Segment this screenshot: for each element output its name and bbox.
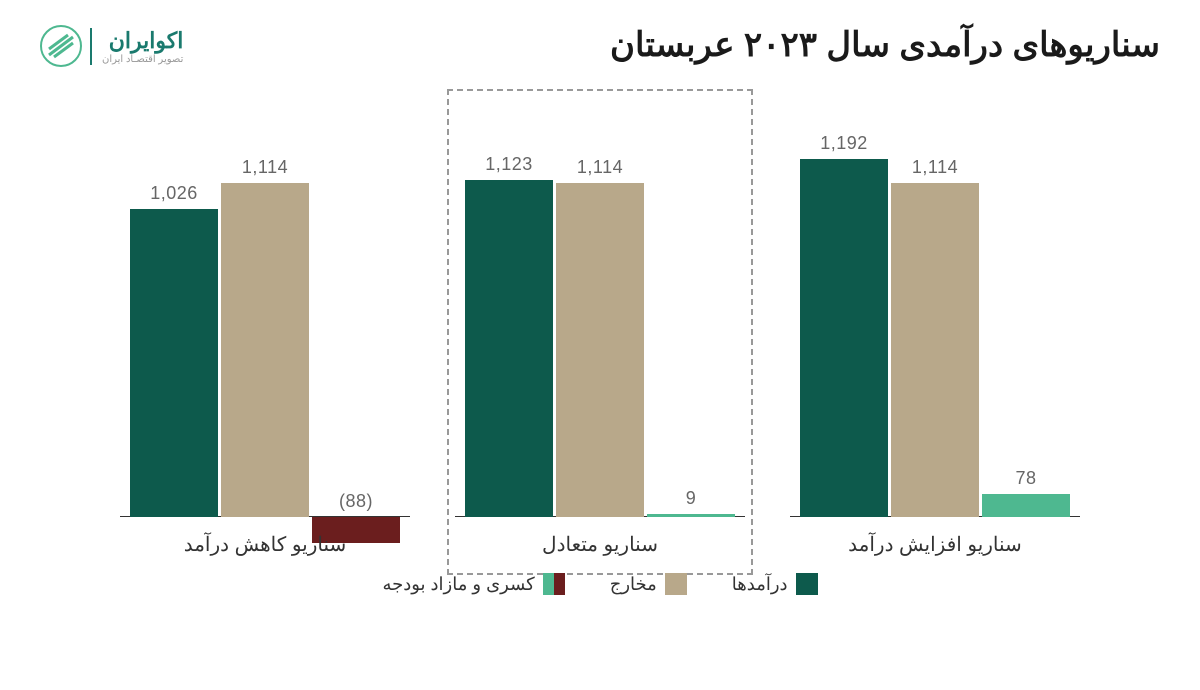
bar-value-label: 1,192 bbox=[820, 133, 868, 154]
legend-item: مخارج bbox=[610, 573, 687, 595]
group-label: سناریو کاهش درآمد bbox=[120, 532, 410, 557]
bar-value-label: 1,114 bbox=[577, 157, 623, 178]
logo-sub-text: تصویر اقتصـاد ایران bbox=[102, 54, 183, 65]
bar-wrap: 1,114 bbox=[891, 183, 979, 517]
brand-logo: اکوایران تصویر اقتصـاد ایران bbox=[40, 25, 183, 67]
bars-container: 1,1921,11478 bbox=[790, 117, 1080, 517]
legend-item: کسری و مازاد بودجه bbox=[382, 573, 564, 595]
bar-expense bbox=[891, 183, 979, 517]
bar-wrap: 1,123 bbox=[465, 180, 553, 517]
legend-label: درآمدها bbox=[732, 574, 788, 595]
bar-value-label: 1,114 bbox=[912, 157, 958, 178]
bar-value-label: 78 bbox=[1015, 468, 1036, 489]
legend-label: کسری و مازاد بودجه bbox=[382, 574, 534, 595]
bar-balance bbox=[982, 494, 1070, 517]
group-label: سناریو متعادل bbox=[455, 532, 745, 557]
legend-swatch bbox=[543, 573, 565, 595]
bar-balance bbox=[647, 514, 735, 517]
group-increase: 1,1921,11478سناریو افزایش درآمد bbox=[790, 117, 1080, 517]
chart-title: سناریوهای درآمدی سال ۲۰۲۳ عربستان bbox=[610, 25, 1160, 65]
group-label: سناریو افزایش درآمد bbox=[790, 532, 1080, 557]
bar-wrap: 1,026 bbox=[130, 209, 218, 517]
bar-expense bbox=[556, 183, 644, 517]
bar-value-label: 9 bbox=[686, 488, 697, 509]
legend: درآمدها مخارج کسری و مازاد بودجه bbox=[0, 573, 1200, 595]
bar-wrap: 1,114 bbox=[556, 183, 644, 517]
logo-main-text: اکوایران bbox=[102, 28, 183, 54]
bar-value-label: (88) bbox=[339, 491, 373, 512]
bar-revenue bbox=[130, 209, 218, 517]
bar-value-label: 1,114 bbox=[242, 157, 288, 178]
bar-revenue bbox=[465, 180, 553, 517]
bar-wrap: 9 bbox=[647, 514, 735, 517]
bar-value-label: 1,026 bbox=[150, 183, 198, 204]
legend-item: درآمدها bbox=[732, 573, 818, 595]
bars-container: 1,1231,1149 bbox=[455, 117, 745, 517]
bar-revenue bbox=[800, 159, 888, 517]
bars-container: 1,0261,114(88) bbox=[120, 117, 410, 517]
bar-value-label: 1,123 bbox=[485, 154, 533, 175]
bar-expense bbox=[221, 183, 309, 517]
chart-area: 1,0261,114(88)سناریو کاهش درآمد1,1231,11… bbox=[0, 87, 1200, 607]
legend-label: مخارج bbox=[610, 574, 657, 595]
logo-icon bbox=[40, 25, 82, 67]
legend-swatch bbox=[665, 573, 687, 595]
group-balanced: 1,1231,1149سناریو متعادل bbox=[455, 117, 745, 517]
bar-wrap: 1,114 bbox=[221, 183, 309, 517]
group-decrease: 1,0261,114(88)سناریو کاهش درآمد bbox=[120, 117, 410, 517]
bar-wrap: 1,192 bbox=[800, 159, 888, 517]
bar-wrap: 78 bbox=[982, 494, 1070, 517]
legend-swatch bbox=[796, 573, 818, 595]
